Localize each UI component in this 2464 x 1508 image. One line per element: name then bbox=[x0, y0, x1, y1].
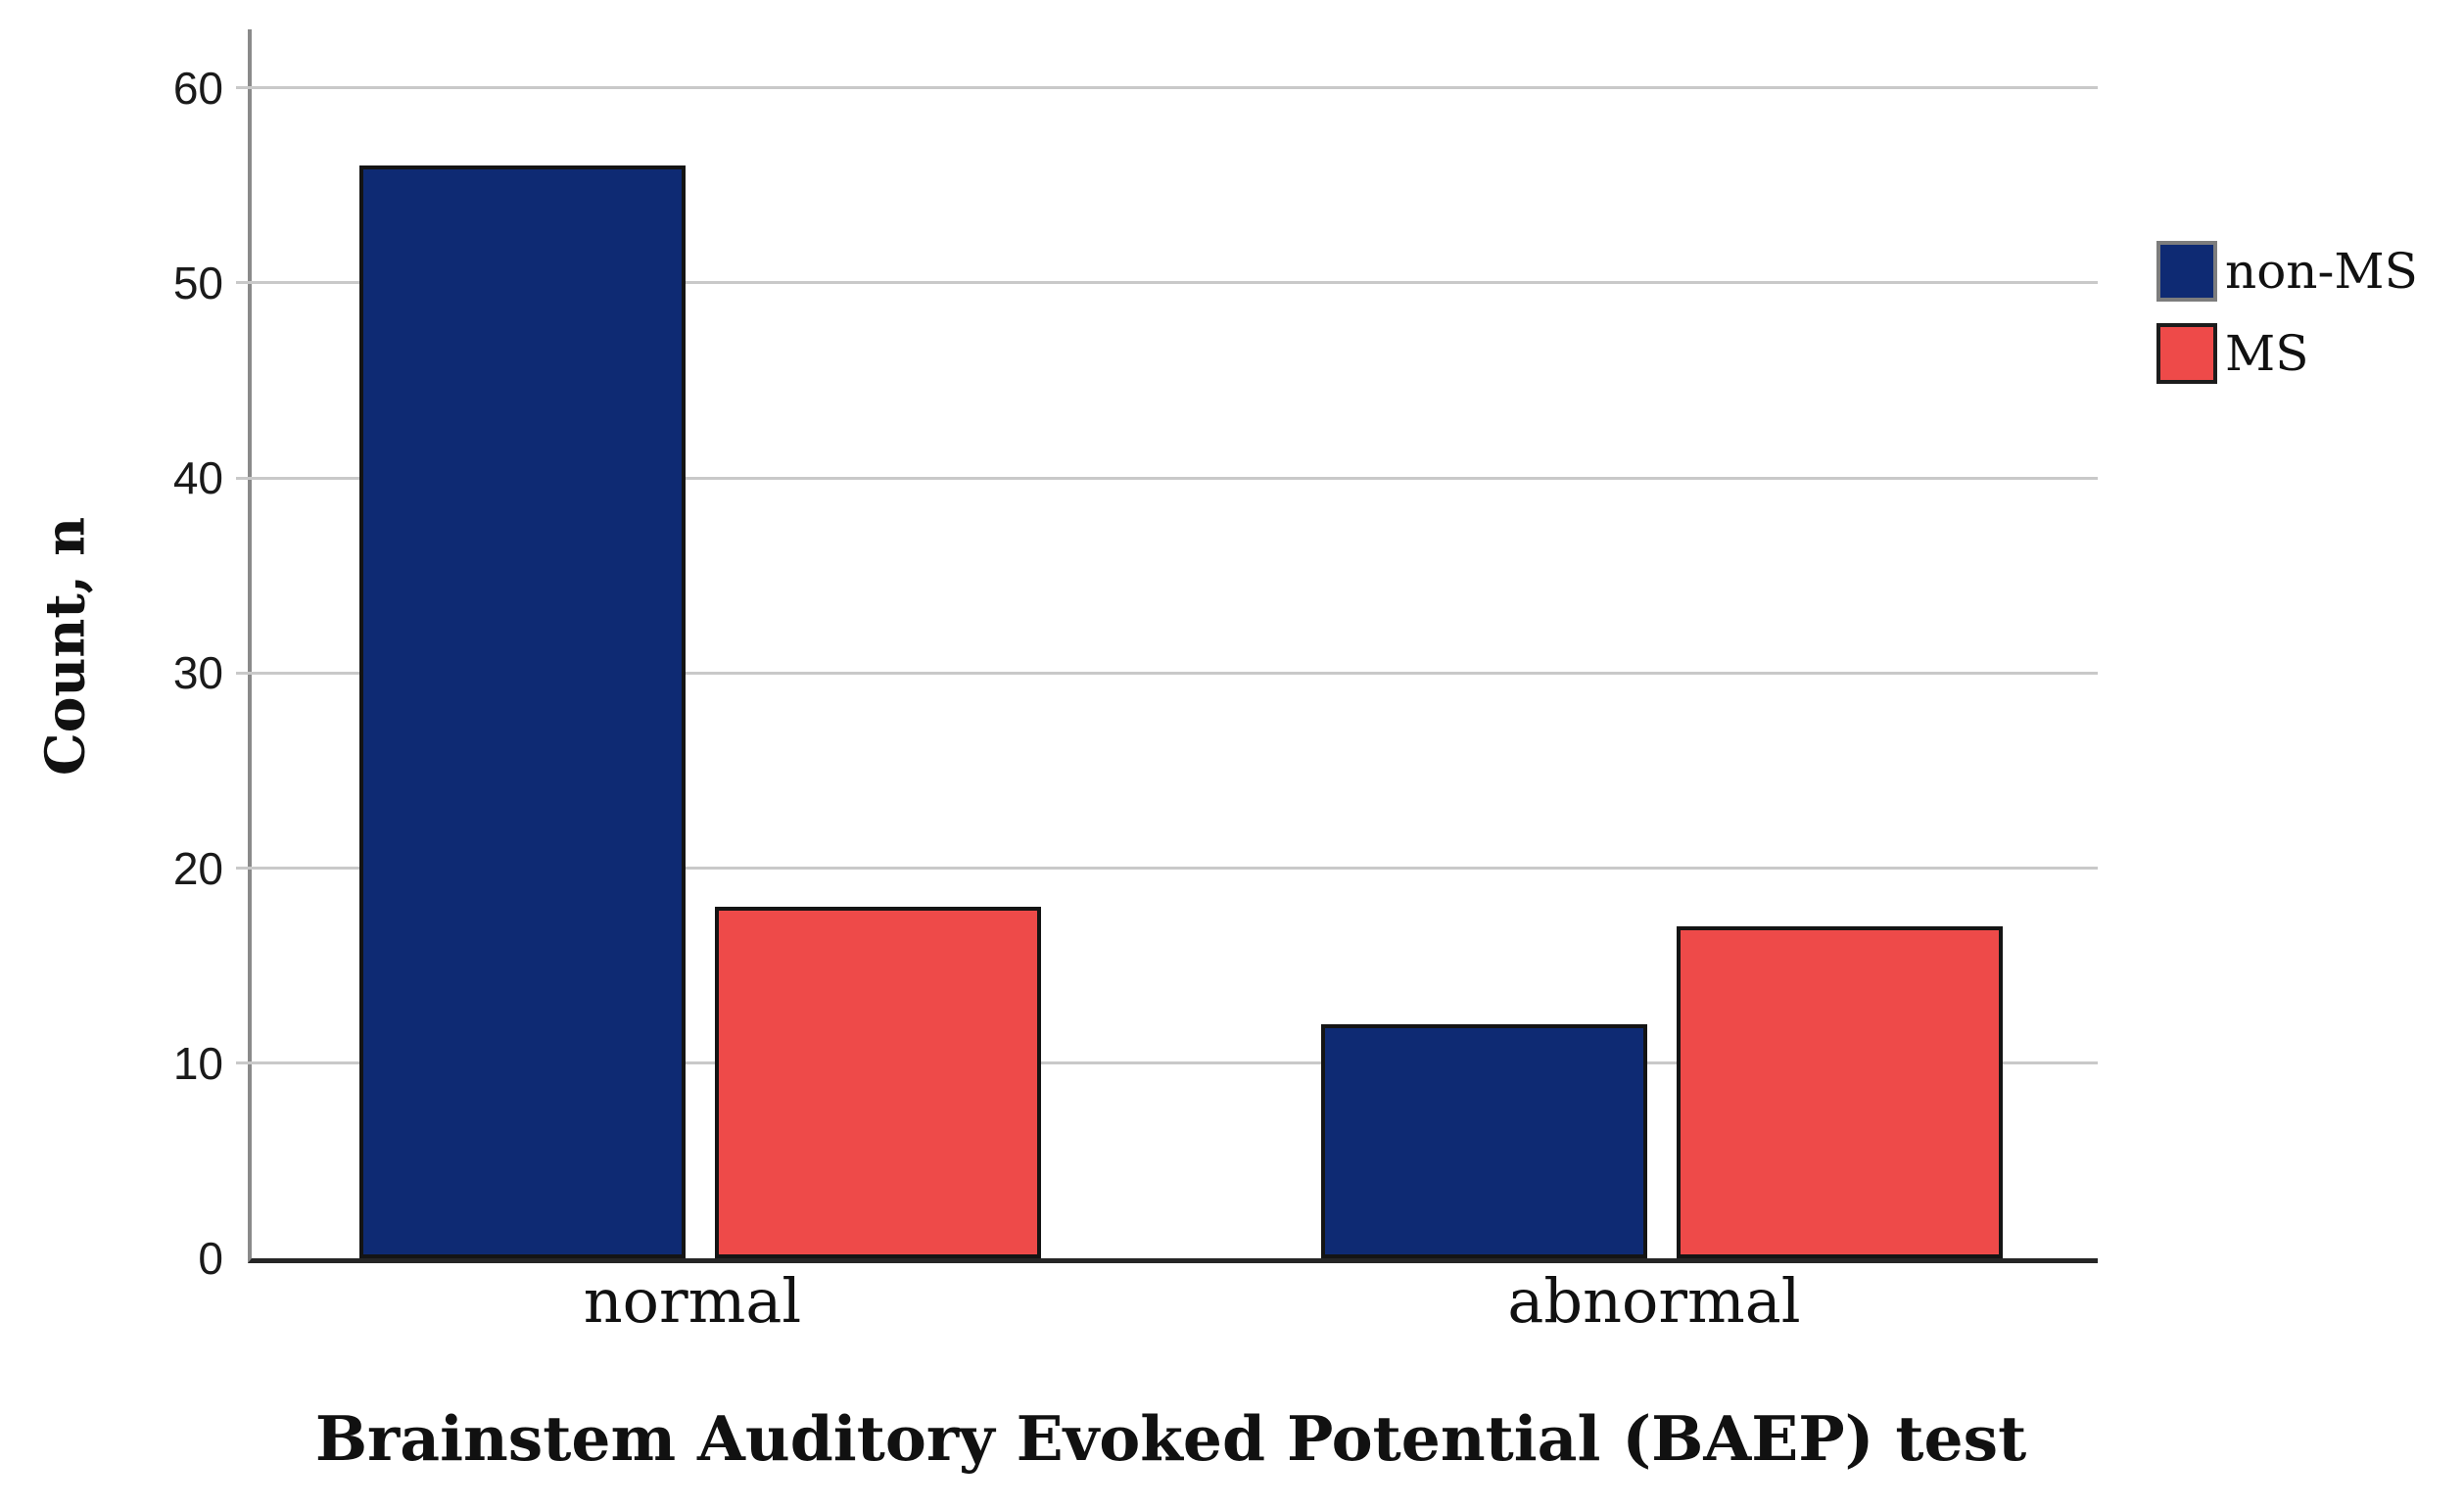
gridline-y-10 bbox=[236, 1061, 2098, 1065]
legend-item-MS: MS bbox=[2156, 323, 2418, 384]
legend: non-MS MS bbox=[2156, 241, 2418, 384]
legend-label-MS: MS bbox=[2225, 325, 2309, 382]
legend-label-non-MS: non-MS bbox=[2225, 243, 2418, 300]
y-tick-label-20: 20 bbox=[172, 842, 223, 894]
y-tick-label-30: 30 bbox=[172, 647, 223, 699]
legend-item-non-MS: non-MS bbox=[2156, 241, 2418, 302]
y-tick-label-0: 0 bbox=[198, 1233, 223, 1284]
y-tick-label-40: 40 bbox=[172, 452, 223, 504]
gridline-y-50 bbox=[236, 281, 2098, 285]
bar-abnormal-non-MS bbox=[1321, 1023, 1647, 1258]
bar-normal-non-MS bbox=[359, 165, 686, 1258]
y-tick-label-60: 60 bbox=[172, 62, 223, 114]
y-tick-label-10: 10 bbox=[172, 1037, 223, 1089]
gridline-y-40 bbox=[236, 476, 2098, 480]
legend-swatch-non-MS bbox=[2156, 241, 2217, 302]
plot-area bbox=[236, 29, 2098, 1263]
bar-abnormal-MS bbox=[1677, 926, 2003, 1258]
gridline-y-60 bbox=[236, 86, 2098, 90]
x-category-label-normal: normal bbox=[583, 1265, 802, 1337]
gridline-y-30 bbox=[236, 671, 2098, 675]
gridline-y-20 bbox=[236, 867, 2098, 871]
legend-swatch-MS bbox=[2156, 323, 2217, 384]
x-category-label-abnormal: abnormal bbox=[1507, 1265, 1801, 1337]
x-axis-title: Brainstem Auditory Evoked Potential (BAE… bbox=[314, 1402, 2027, 1475]
y-axis-title: Count, n bbox=[32, 516, 97, 777]
bar-normal-MS bbox=[715, 907, 1041, 1258]
y-tick-label-50: 50 bbox=[172, 257, 223, 308]
